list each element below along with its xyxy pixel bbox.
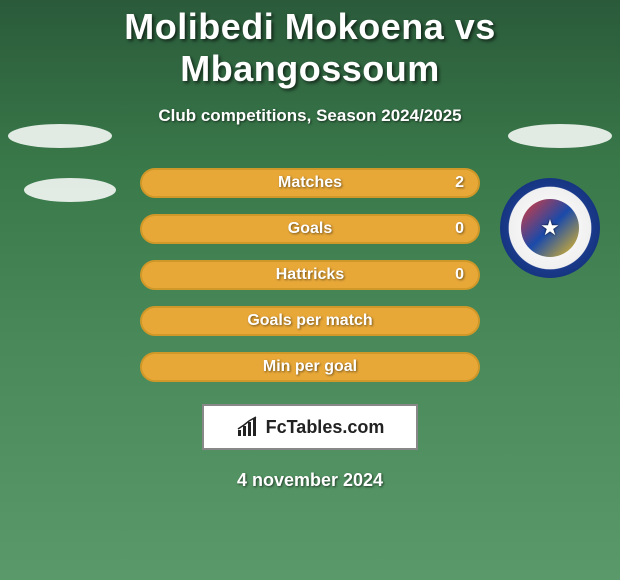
stat-value: 2 (455, 174, 464, 192)
club-badge: ★ (500, 178, 600, 278)
watermark-ellipse-left-1 (8, 124, 112, 148)
stat-value: 0 (455, 220, 464, 238)
stat-label: Goals (288, 220, 332, 238)
stat-label: Min per goal (263, 358, 357, 376)
date-text: 4 november 2024 (0, 470, 620, 491)
bar-chart-icon (236, 416, 262, 438)
stat-row-matches: Matches 2 (140, 168, 480, 198)
stat-label: Hattricks (276, 266, 344, 284)
stat-label: Matches (278, 174, 342, 192)
stat-label: Goals per match (247, 312, 372, 330)
stat-value: 0 (455, 266, 464, 284)
club-badge-inner: ★ (521, 199, 579, 257)
stats-container: Matches 2 Goals 0 Hattricks 0 Goals per … (140, 168, 480, 382)
page-title: Molibedi Mokoena vs Mbangossoum (0, 0, 620, 90)
brand-text: FcTables.com (266, 417, 385, 438)
star-icon: ★ (540, 215, 560, 241)
stat-row-goals-per-match: Goals per match (140, 306, 480, 336)
stat-row-min-per-goal: Min per goal (140, 352, 480, 382)
watermark-ellipse-left-2 (24, 178, 116, 202)
brand-box: FcTables.com (202, 404, 418, 450)
watermark-ellipse-right-1 (508, 124, 612, 148)
page-subtitle: Club competitions, Season 2024/2025 (0, 106, 620, 126)
stat-row-hattricks: Hattricks 0 (140, 260, 480, 290)
stat-row-goals: Goals 0 (140, 214, 480, 244)
